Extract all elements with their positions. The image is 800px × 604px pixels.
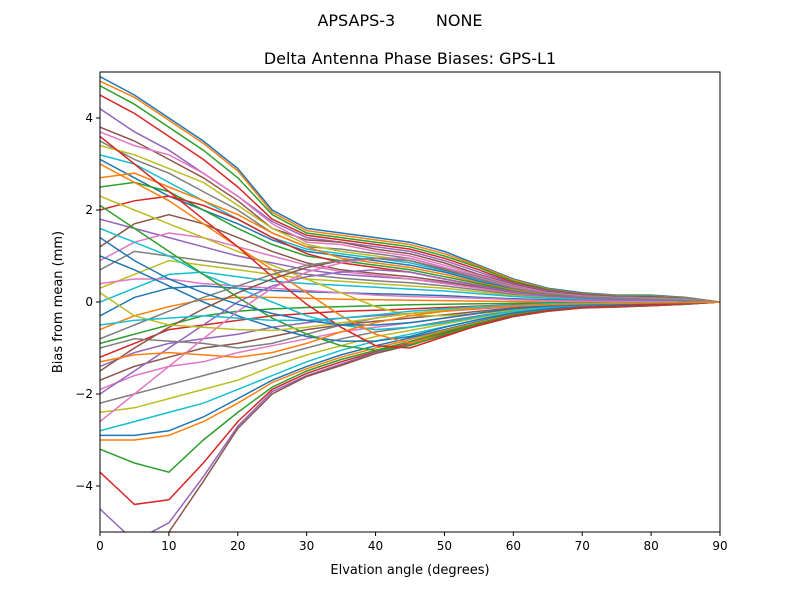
y-tick-label: −2 [75, 387, 93, 401]
series-line-44 [100, 135, 720, 349]
series-line-52 [100, 301, 720, 363]
x-tick-label: 60 [506, 539, 521, 553]
x-tick-label: 10 [161, 539, 176, 553]
figure-suptitle: APSAPS-3 NONE [317, 11, 482, 30]
series-line-45 [100, 269, 720, 395]
series-lines [100, 75, 720, 532]
y-tick-label: 2 [85, 203, 93, 217]
y-tick-label: 0 [85, 295, 93, 309]
y-axis-ticks: −4 −2 0 2 4 [75, 111, 100, 493]
x-tick-label: 70 [575, 539, 590, 553]
x-axis-label: Elvation angle (degrees) [330, 563, 489, 578]
y-tick-label: 4 [85, 111, 93, 125]
y-axis-label: Bias from mean (mm) [51, 231, 66, 373]
x-tick-label: 0 [96, 539, 104, 553]
x-tick-label: 40 [368, 539, 383, 553]
chart-title: Delta Antenna Phase Biases: GPS-L1 [264, 49, 556, 68]
x-tick-label: 30 [299, 539, 314, 553]
x-tick-label: 50 [437, 539, 452, 553]
series-line-41 [100, 255, 720, 342]
series-line-48 [100, 257, 720, 340]
x-tick-label: 20 [230, 539, 245, 553]
x-tick-label: 90 [712, 539, 727, 553]
x-axis-ticks: 0 10 20 30 40 50 60 70 80 90 [96, 532, 728, 553]
series-line-37 [100, 278, 720, 303]
y-tick-label: −4 [75, 479, 93, 493]
x-tick-label: 80 [643, 539, 658, 553]
